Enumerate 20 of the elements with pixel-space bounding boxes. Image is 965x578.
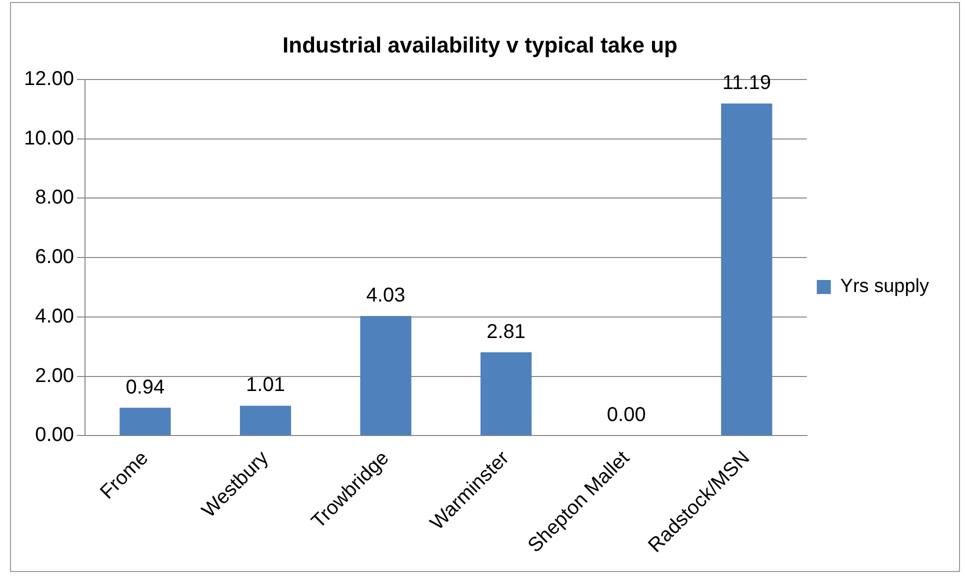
y-tick-label: 4.00 [35,305,74,328]
data-label: 0.00 [606,404,646,426]
data-label: 2.81 [486,320,526,343]
bar [120,408,171,436]
y-tick-label: 6.00 [35,246,74,268]
legend-label: Yrs supply [840,276,930,298]
y-tick-label: 12.00 [24,68,74,90]
data-label: 1.01 [246,374,285,396]
bar [360,316,412,436]
chart-title: Industrial availability v typical take up [282,32,678,58]
bar [721,103,772,436]
y-tick-label: 8.00 [35,186,74,209]
y-tick-label: 10.00 [24,127,74,150]
data-label: 4.03 [366,284,406,307]
data-label: 11.19 [722,72,771,94]
data-label: 0.94 [126,376,165,398]
bar [480,352,532,436]
bar [240,406,292,436]
y-tick-label: 0.00 [35,424,74,446]
y-tick-label: 2.00 [35,364,74,387]
